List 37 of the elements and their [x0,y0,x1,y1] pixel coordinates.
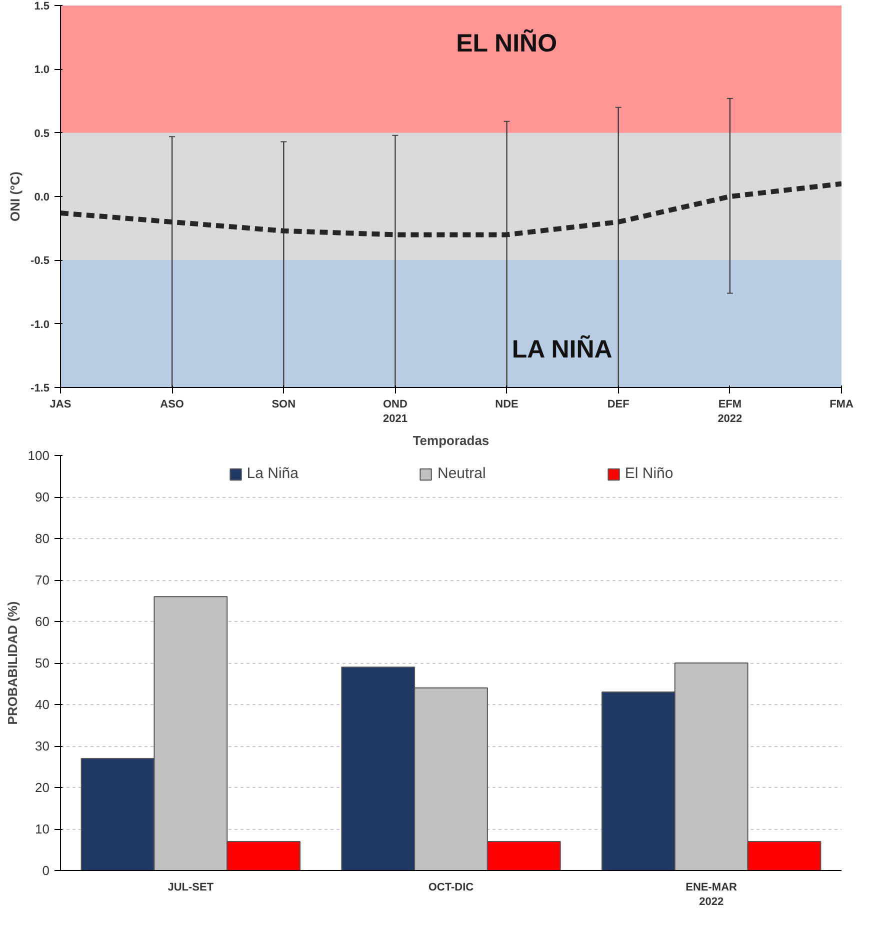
y-tick-label: 90 [35,490,50,504]
y-tick-label: 40 [35,697,50,712]
y-tick-label: -0.5 [30,255,50,268]
x-tick-label: ASO [160,398,184,410]
legend-label: El Niño [624,465,674,482]
y-tick-label: 30 [35,738,50,754]
y-tick-label: 0 [42,863,50,878]
x-tick-label: FMA [830,398,854,410]
y-tick-label: 50 [35,656,50,670]
y-tick-label: 70 [35,572,50,588]
x-tick-label: JUL-SET [168,882,214,894]
band-label: EL NIÑO [456,28,558,58]
y-tick-label: 20 [35,780,50,795]
y-tick-label: 0.0 [34,192,50,204]
y-tick-label: 80 [35,531,50,546]
x-tick-label: OCT-DIC [428,882,474,894]
x-tick-label: SON [272,398,296,410]
band-label: LA NIÑA [512,334,612,364]
x-tick-label: NDE [495,398,518,410]
y-tick-label: 1.5 [34,0,50,12]
y-tick-label: 0.5 [34,128,50,140]
y-tick-label: -1.0 [30,318,50,331]
y-tick-label: 1.0 [34,64,50,76]
x-tick-label: ENE-MAR 2022 [686,882,738,908]
y-tick-label: 100 [28,448,50,463]
y-tick-label: 10 [35,822,50,836]
y-tick-label: 60 [35,614,50,629]
x-axis-title: Temporadas [412,432,490,448]
y-tick-label: -1.5 [30,382,50,394]
x-tick-label: DEF [607,398,630,410]
y-axis-title: PROBABILIDAD (%) [4,601,20,725]
legend-label: Neutral [437,465,486,482]
x-tick-label: JAS [50,398,72,410]
y-axis-title: ONI (°C) [8,172,23,222]
legend-label: La Niña [246,465,298,482]
x-tick-label: EFM 2022 [718,398,742,425]
x-tick-label: OND 2021 [382,398,408,425]
